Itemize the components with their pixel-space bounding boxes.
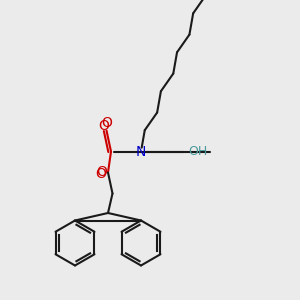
Text: O: O bbox=[95, 167, 106, 181]
Text: O: O bbox=[98, 119, 109, 133]
Text: OH: OH bbox=[188, 145, 207, 158]
Text: O: O bbox=[101, 116, 112, 130]
Text: N: N bbox=[136, 145, 146, 158]
Text: O: O bbox=[97, 166, 107, 179]
